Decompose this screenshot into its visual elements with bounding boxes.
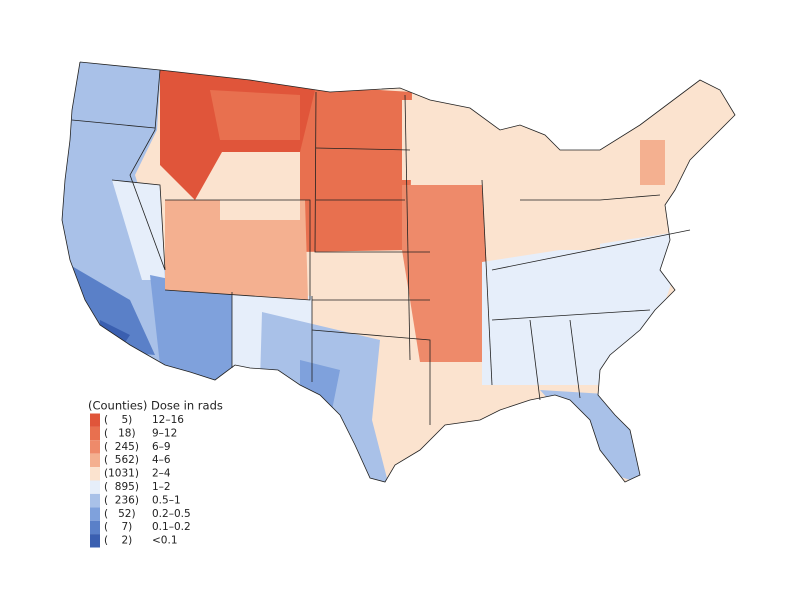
legend: ( 5) 12–16 ( 18) 9–12 ( 245) 6–9 ( 562) 4–6 (103… xyxy=(90,413,191,548)
legend-range: 6–9 xyxy=(152,441,171,453)
legend-count: ( 895) xyxy=(104,481,139,493)
legend-swatch xyxy=(90,493,100,508)
state-borders xyxy=(61,61,736,483)
legend-range: 0.2–0.5 xyxy=(152,508,191,520)
legend-range: 9–12 xyxy=(152,427,177,439)
legend-range: 1–2 xyxy=(152,481,171,493)
legend-count: ( 52) xyxy=(104,508,136,520)
legend-range: 12–16 xyxy=(152,414,184,426)
legend-swatch xyxy=(90,480,100,494)
legend-swatch xyxy=(90,507,100,521)
legend-count: ( 236) xyxy=(104,494,139,506)
legend-range: 0.5–1 xyxy=(152,494,181,506)
legend-count: ( 7) xyxy=(104,521,132,533)
legend-range: 0.1–0.2 xyxy=(152,521,191,533)
legend-count: ( 18) xyxy=(104,427,136,439)
legend-swatch xyxy=(90,520,100,535)
legend-title: (Counties) Dose in rads xyxy=(88,399,223,413)
legend-count: ( 5) xyxy=(104,414,132,426)
legend-swatch xyxy=(90,426,100,441)
legend-swatch xyxy=(90,467,100,481)
legend-range: 2–4 xyxy=(152,468,171,480)
legend-count: (1031) xyxy=(104,468,139,480)
legend-count: ( 245) xyxy=(104,441,139,453)
legend-range: <0.1 xyxy=(152,535,178,547)
legend-count: ( 562) xyxy=(104,454,139,466)
legend-swatch xyxy=(90,413,100,427)
legend-count: ( 2) xyxy=(104,535,132,547)
legend-swatch xyxy=(90,440,100,454)
legend-range: 4–6 xyxy=(152,454,171,466)
legend-swatch xyxy=(90,453,100,468)
legend-swatch xyxy=(90,534,100,548)
